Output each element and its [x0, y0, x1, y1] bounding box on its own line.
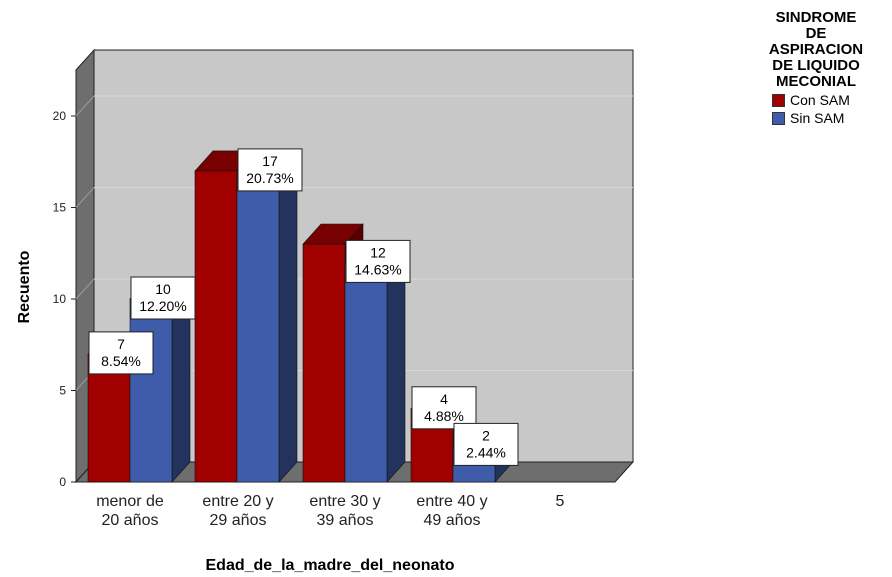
x-tick-label: entre 40 y 49 años: [416, 493, 487, 529]
svg-text:2.44%: 2.44%: [466, 444, 506, 460]
svg-text:7: 7: [117, 336, 125, 352]
x-tick-label: menor de 20 años: [96, 493, 164, 529]
svg-text:10: 10: [155, 281, 171, 297]
y-axis-ticks: 0 5 10 15 20: [53, 109, 76, 489]
svg-text:4.88%: 4.88%: [424, 408, 464, 424]
x-axis-ticks: menor de 20 años entre 20 y 29 años entre 30…: [96, 493, 564, 529]
legend-swatch: [772, 93, 785, 107]
y-axis-title: Recuento: [16, 250, 33, 323]
legend-label: Sin SAM: [790, 110, 845, 126]
svg-text:12: 12: [370, 244, 386, 260]
x-tick-label: entre 30 y 39 años: [309, 493, 380, 529]
data-label: 78.54%: [88, 331, 154, 375]
gridline-side: [75, 187, 95, 208]
x-tick-label: entre 20 y 29 años: [202, 493, 273, 529]
legend-item: Sin SAM: [772, 110, 886, 126]
legend-item: Con SAM: [772, 92, 886, 108]
y-tick-label: 5: [59, 384, 66, 398]
legend-items: Con SAM Sin SAM: [746, 92, 886, 126]
svg-text:4: 4: [440, 391, 448, 407]
svg-text:8.54%: 8.54%: [101, 353, 141, 369]
legend-title: SINDROME DE ASPIRACION DE LIQUIDO MECONI…: [768, 9, 864, 90]
x-axis-title: Edad_de_la_madre_del_neonato: [206, 557, 455, 574]
gridline-side: [75, 95, 95, 117]
gridline-side: [75, 278, 95, 300]
svg-text:20.73%: 20.73%: [246, 170, 293, 186]
x-tick-label: 5: [556, 493, 565, 510]
y-tick-label: 10: [53, 292, 67, 306]
bar-sin-sam: [129, 278, 191, 483]
svg-text:12.20%: 12.20%: [139, 298, 186, 314]
data-labels: 78.54%1012.20%1720.73%1214.63%44.88%22.4…: [88, 148, 519, 466]
legend-label: Con SAM: [790, 92, 850, 108]
svg-text:2: 2: [482, 427, 490, 443]
legend-swatch: [772, 111, 785, 125]
bar-sin-sam: [236, 150, 298, 483]
y-tick-label: 20: [53, 109, 67, 123]
bar-sin-sam: [344, 241, 406, 483]
y-tick-label: 0: [59, 475, 66, 489]
y-tick-label: 15: [53, 201, 67, 215]
data-label: 22.44%: [453, 422, 519, 466]
data-label: 44.88%: [411, 386, 477, 430]
svg-text:17: 17: [262, 153, 278, 169]
legend: SINDROME DE ASPIRACION DE LIQUIDO MECONI…: [746, 9, 886, 127]
svg-text:14.63%: 14.63%: [354, 261, 401, 277]
